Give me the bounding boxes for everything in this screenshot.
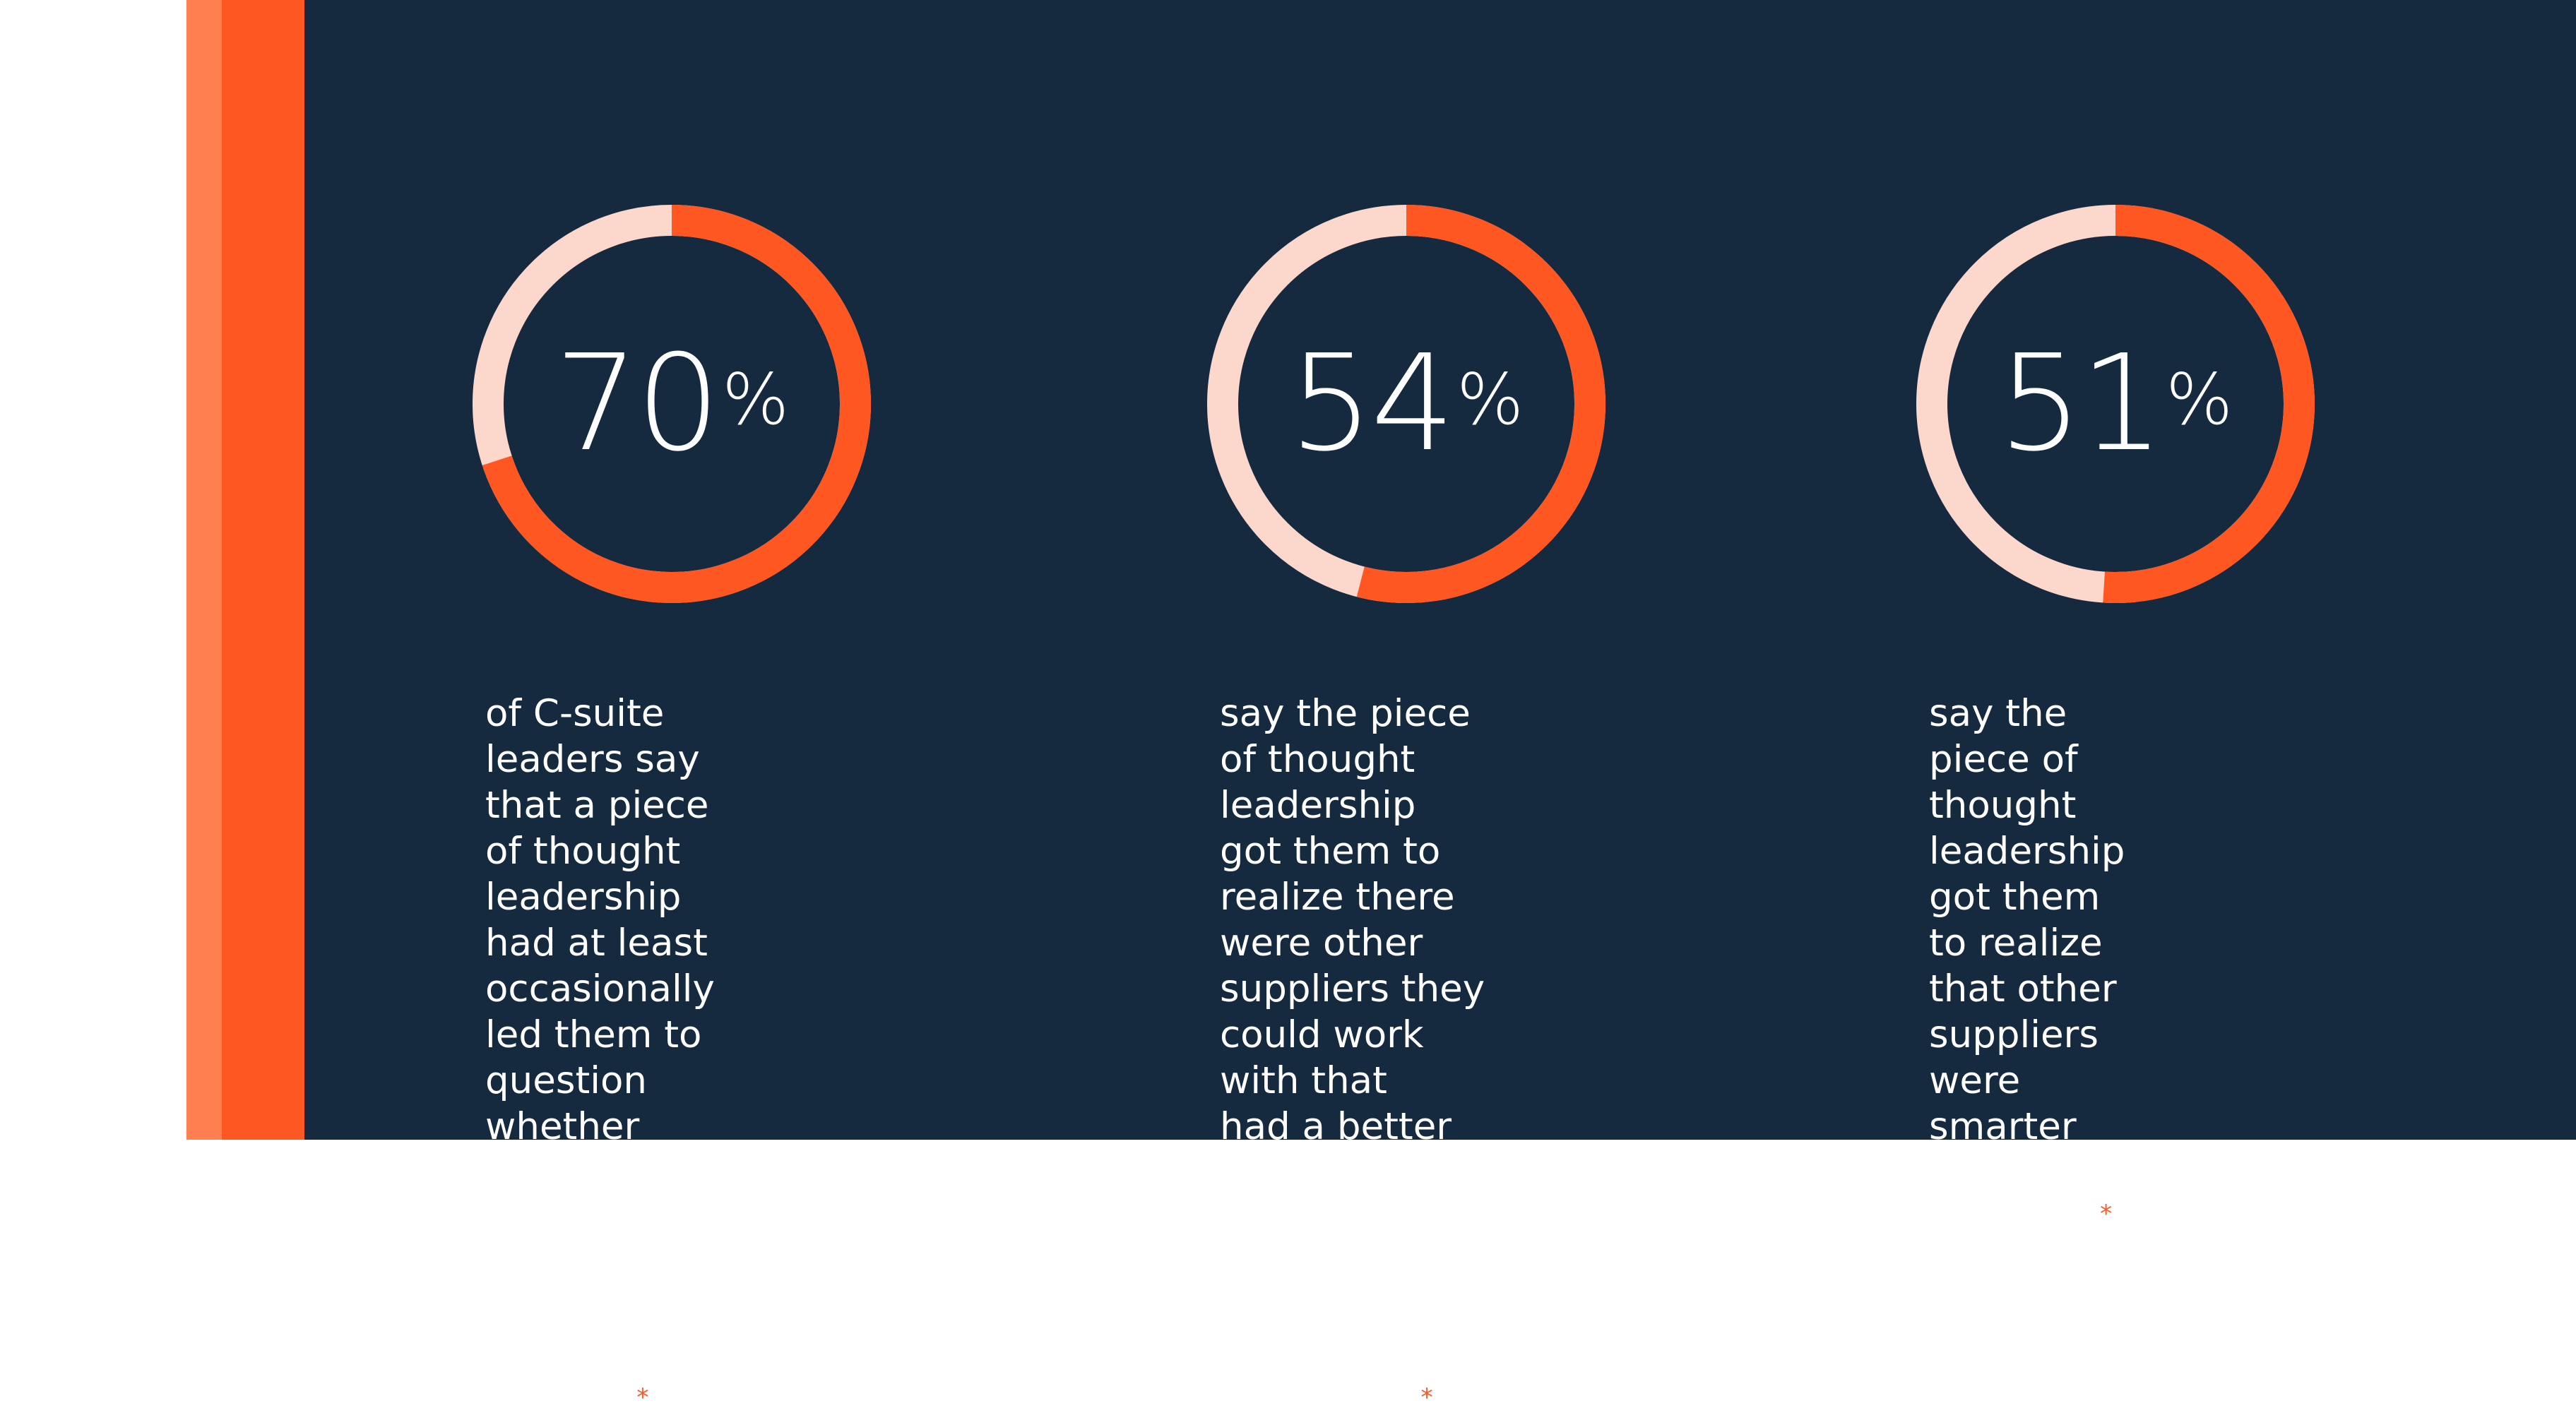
accent-stripe-light	[186, 0, 222, 1140]
stat-description: say the piece of thought leadership got …	[1220, 691, 1492, 1425]
accent-stripe-dark	[222, 0, 304, 1140]
stat-unit: %	[722, 358, 790, 441]
stat-description-text: of C-suite leaders say that a piece of t…	[485, 692, 715, 1424]
stat-value: 51	[1998, 326, 2164, 481]
stat-unit: %	[1456, 358, 1524, 441]
stat-value: 54	[1288, 326, 1455, 481]
stat-description: of C-suite leaders say that a piece of t…	[485, 691, 715, 1425]
donut-fill-70	[473, 205, 871, 603]
footnote-asterisk: *	[636, 1383, 649, 1412]
stat-description: say the piece of thought leadership got …	[1929, 691, 2125, 1241]
donut-svg	[473, 205, 871, 603]
stat-description-text: say the piece of thought leadership got …	[1220, 692, 1492, 1424]
footnote-asterisk: *	[1420, 1383, 1433, 1412]
donut-svg	[1207, 205, 1605, 603]
donut-fill-54	[1207, 205, 1605, 603]
donut-chart: 54 %	[1206, 203, 1607, 604]
donut-fill-51	[1916, 205, 2315, 603]
footnote-asterisk: *	[2100, 1200, 2113, 1228]
donut-chart: 70 %	[471, 203, 872, 604]
donut-chart: 51 %	[1915, 203, 2316, 604]
stat-description-text: say the piece of thought leadership got …	[1929, 692, 2125, 1240]
stats-panel: 70 % of C-suite leaders say that a piece…	[304, 0, 2576, 1424]
stat-unit: %	[2166, 358, 2233, 441]
donut-svg	[1916, 205, 2315, 603]
stat-value: 70	[554, 326, 720, 481]
